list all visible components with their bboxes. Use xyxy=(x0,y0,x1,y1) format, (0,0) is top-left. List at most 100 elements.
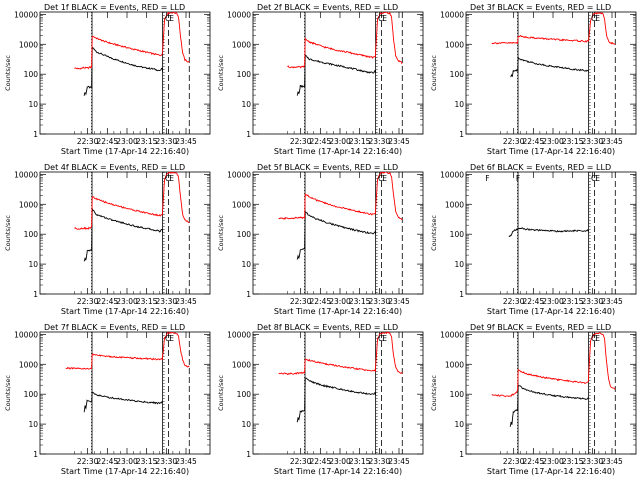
marker-letter: C xyxy=(378,14,383,23)
panel-5: Det 5f BLACK = Events, RED = LLD 1 10 100 10… xyxy=(217,163,424,316)
x-tick-label: 23:15 xyxy=(349,137,371,146)
x-tick-label: 23:00 xyxy=(542,457,564,466)
y-tick-label: 100 xyxy=(24,70,39,79)
marker-letter: E xyxy=(595,174,600,183)
y-tick-label: 100 xyxy=(450,390,465,399)
x-tick-label: 22:30 xyxy=(503,457,525,466)
plot-area xyxy=(74,172,190,294)
y-tick-label: 1 xyxy=(459,290,464,299)
y-tick-label: 1000 xyxy=(19,40,38,49)
x-tick-label: 23:30 xyxy=(156,137,178,146)
series-line-lld xyxy=(491,12,616,45)
x-tick-label: 22:45 xyxy=(523,457,545,466)
panel-7: Det 7f BLACK = Events, RED = LLD 1 10 100 10… xyxy=(4,323,211,476)
y-tick-label: 10000 xyxy=(227,330,251,339)
series-line-lld xyxy=(278,332,403,376)
x-tick-label: 23:30 xyxy=(156,457,178,466)
y-tick-label: 1 xyxy=(33,130,38,139)
marker-letter: C xyxy=(378,174,383,183)
marker-letter: E xyxy=(595,14,600,23)
panel-title: Det 4f BLACK = Events, RED = LLD xyxy=(44,163,185,172)
marker-letter: C xyxy=(378,334,383,343)
x-axis-label: Start Time (17-Apr-14 22:16:40) xyxy=(487,467,615,476)
y-tick-label: 1000 xyxy=(445,200,464,209)
y-tick-label: 10 xyxy=(28,100,38,109)
y-tick-label: 10000 xyxy=(227,170,251,179)
y-tick-label: 1000 xyxy=(232,360,251,369)
y-tick-label: 1 xyxy=(33,450,38,459)
x-tick-label: 22:45 xyxy=(310,137,332,146)
y-tick-label: 1 xyxy=(33,290,38,299)
plot-frame xyxy=(465,331,637,455)
x-axis-label: Start Time (17-Apr-14 22:16:40) xyxy=(274,147,402,156)
x-tick-label: 23:00 xyxy=(116,457,138,466)
x-axis-label: Start Time (17-Apr-14 22:16:40) xyxy=(274,307,402,316)
panel-6: Det 6f BLACK = Events, RED = LLD 1 10 100 10… xyxy=(430,163,637,316)
panel-title: Det 7f BLACK = Events, RED = LLD xyxy=(44,323,185,332)
x-tick-label: 23:15 xyxy=(136,137,158,146)
panel-1: Det 1f BLACK = Events, RED = LLD 1 10 100 10… xyxy=(4,3,211,156)
y-tick-label: 10 xyxy=(454,100,464,109)
x-tick-label: 23:30 xyxy=(582,457,604,466)
x-axis-label: Start Time (17-Apr-14 22:16:40) xyxy=(61,467,189,476)
plot-area xyxy=(491,12,616,134)
x-tick-label: 23:30 xyxy=(156,297,178,306)
x-tick-label: 23:15 xyxy=(562,457,584,466)
marker-letter: E xyxy=(595,334,600,343)
x-tick-label: 23:45 xyxy=(175,137,197,146)
x-tick-label: 22:30 xyxy=(290,137,312,146)
x-tick-label: 22:30 xyxy=(77,457,99,466)
y-tick-label: 100 xyxy=(237,390,252,399)
marker-letter: C xyxy=(165,334,170,343)
panel-3: Det 3f BLACK = Events, RED = LLD 1 10 100 10… xyxy=(430,3,637,156)
marker-letter: E xyxy=(169,334,174,343)
x-axis-label: Start Time (17-Apr-14 22:16:40) xyxy=(487,307,615,316)
series-line-events xyxy=(508,227,590,238)
x-tick-label: 22:45 xyxy=(310,457,332,466)
y-tick-label: 1 xyxy=(459,450,464,459)
y-axis-label: Counts/sec xyxy=(4,375,12,411)
marker-letter: C xyxy=(165,174,170,183)
y-tick-label: 10000 xyxy=(227,10,251,19)
x-axis-label: Start Time (17-Apr-14 22:16:40) xyxy=(61,307,189,316)
plot-area xyxy=(74,12,190,134)
y-tick-label: 10000 xyxy=(440,170,464,179)
x-tick-label: 22:45 xyxy=(523,297,545,306)
x-tick-label: 23:00 xyxy=(329,297,351,306)
marker-letter: C xyxy=(165,14,170,23)
series-line-events xyxy=(296,210,377,260)
plot-area xyxy=(287,12,403,134)
y-tick-label: 10 xyxy=(454,260,464,269)
x-tick-label: 23:15 xyxy=(562,137,584,146)
x-tick-label: 23:45 xyxy=(175,457,197,466)
x-tick-label: 22:45 xyxy=(97,297,119,306)
x-tick-label: 23:00 xyxy=(116,297,138,306)
x-tick-label: 23:45 xyxy=(388,137,410,146)
y-tick-label: 1000 xyxy=(232,200,251,209)
x-tick-label: 23:45 xyxy=(601,137,623,146)
panel-title: Det 9f BLACK = Events, RED = LLD xyxy=(470,323,611,332)
y-axis-label: Counts/sec xyxy=(4,215,12,251)
x-tick-label: 22:30 xyxy=(290,297,312,306)
y-axis-label: Counts/sec xyxy=(430,375,438,411)
y-axis-label: Counts/sec xyxy=(217,215,225,251)
y-tick-label: 10 xyxy=(241,420,251,429)
marker-letter: E xyxy=(382,14,387,23)
panel-8: Det 8f BLACK = Events, RED = LLD 1 10 100 10… xyxy=(217,323,424,476)
marker-letter: F xyxy=(516,174,520,183)
series-line-lld xyxy=(287,12,403,69)
x-tick-label: 22:30 xyxy=(77,297,99,306)
panel-2: Det 2f BLACK = Events, RED = LLD 1 10 100 10… xyxy=(217,3,424,156)
plot-frame xyxy=(252,11,424,135)
marker-letter: E xyxy=(169,14,174,23)
x-tick-label: 22:30 xyxy=(503,297,525,306)
x-tick-label: 22:30 xyxy=(503,137,525,146)
x-tick-label: 23:45 xyxy=(601,457,623,466)
x-tick-label: 23:15 xyxy=(136,457,158,466)
y-axis-label: Counts/sec xyxy=(430,55,438,91)
x-tick-label: 23:00 xyxy=(542,297,564,306)
x-tick-label: 23:30 xyxy=(582,137,604,146)
y-tick-label: 10000 xyxy=(14,10,38,19)
x-axis-label: Start Time (17-Apr-14 22:16:40) xyxy=(487,147,615,156)
plot-frame xyxy=(252,171,424,295)
